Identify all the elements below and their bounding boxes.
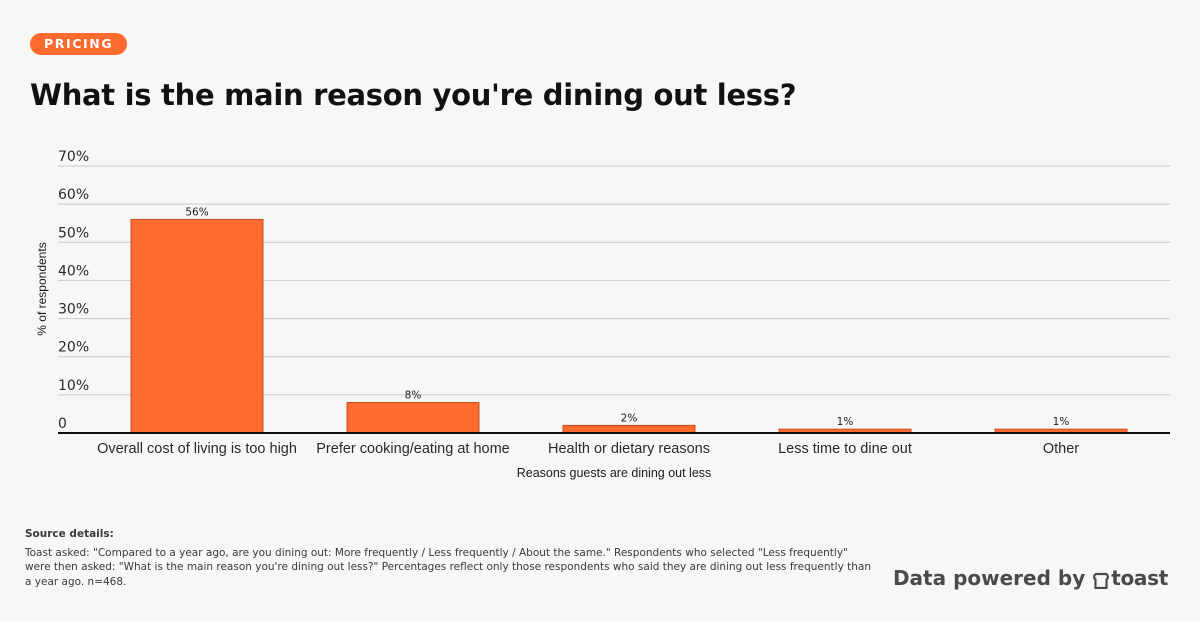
bar	[130, 218, 264, 434]
y-tick-label: 70%	[58, 149, 89, 165]
toast-bread-icon	[1093, 570, 1110, 589]
category-tag: PRICING	[30, 33, 128, 55]
bar-value-labels: 56% 8% 2% 1% 1%	[185, 206, 1069, 428]
bar-chart: 0 10% 20% 30% 40% 50% 60% 70% 56% 8% 2% 1% 1% Overa…	[35, 149, 1170, 480]
brand-name: toast	[1111, 566, 1168, 590]
x-axis-title: Reasons guests are dining out less	[517, 466, 712, 480]
x-axis-ticks: Overall cost of living is too high Prefer…	[97, 441, 1079, 457]
brand-attribution: Data powered by toast	[893, 566, 1168, 590]
y-tick-label: 50%	[58, 225, 89, 241]
bar	[562, 424, 696, 434]
bar-value-label: 8%	[405, 389, 422, 401]
y-tick-label: 40%	[58, 263, 89, 279]
x-tick-label: Less time to dine out	[778, 441, 912, 457]
bar-value-label: 1%	[837, 416, 854, 428]
bar-value-label: 2%	[621, 412, 638, 424]
y-tick-label: 20%	[58, 340, 89, 356]
y-axis-title: % of respondents	[35, 242, 49, 335]
y-axis-ticks: 0 10% 20% 30% 40% 50% 60% 70%	[58, 149, 89, 432]
source-heading: Source details:	[25, 528, 114, 540]
x-tick-label: Overall cost of living is too high	[97, 441, 297, 457]
x-tick-label: Other	[1043, 441, 1079, 457]
y-tick-label: 30%	[58, 302, 89, 318]
y-tick-label: 60%	[58, 187, 89, 203]
bars	[130, 218, 1128, 434]
chart-title: What is the main reason you're dining ou…	[30, 78, 797, 112]
y-tick-label: 10%	[58, 378, 89, 394]
source-details: Source details: Toast asked: "Compared t…	[25, 527, 875, 589]
bar-value-label: 56%	[185, 206, 208, 218]
bar-value-label: 1%	[1053, 416, 1070, 428]
source-text: Toast asked: "Compared to a year ago, ar…	[25, 546, 871, 588]
brand-prefix: Data powered by	[892, 566, 1086, 590]
y-tick-label: 0	[58, 416, 67, 432]
x-tick-label: Prefer cooking/eating at home	[316, 441, 509, 457]
x-tick-label: Health or dietary reasons	[548, 441, 710, 457]
bar	[346, 401, 480, 434]
